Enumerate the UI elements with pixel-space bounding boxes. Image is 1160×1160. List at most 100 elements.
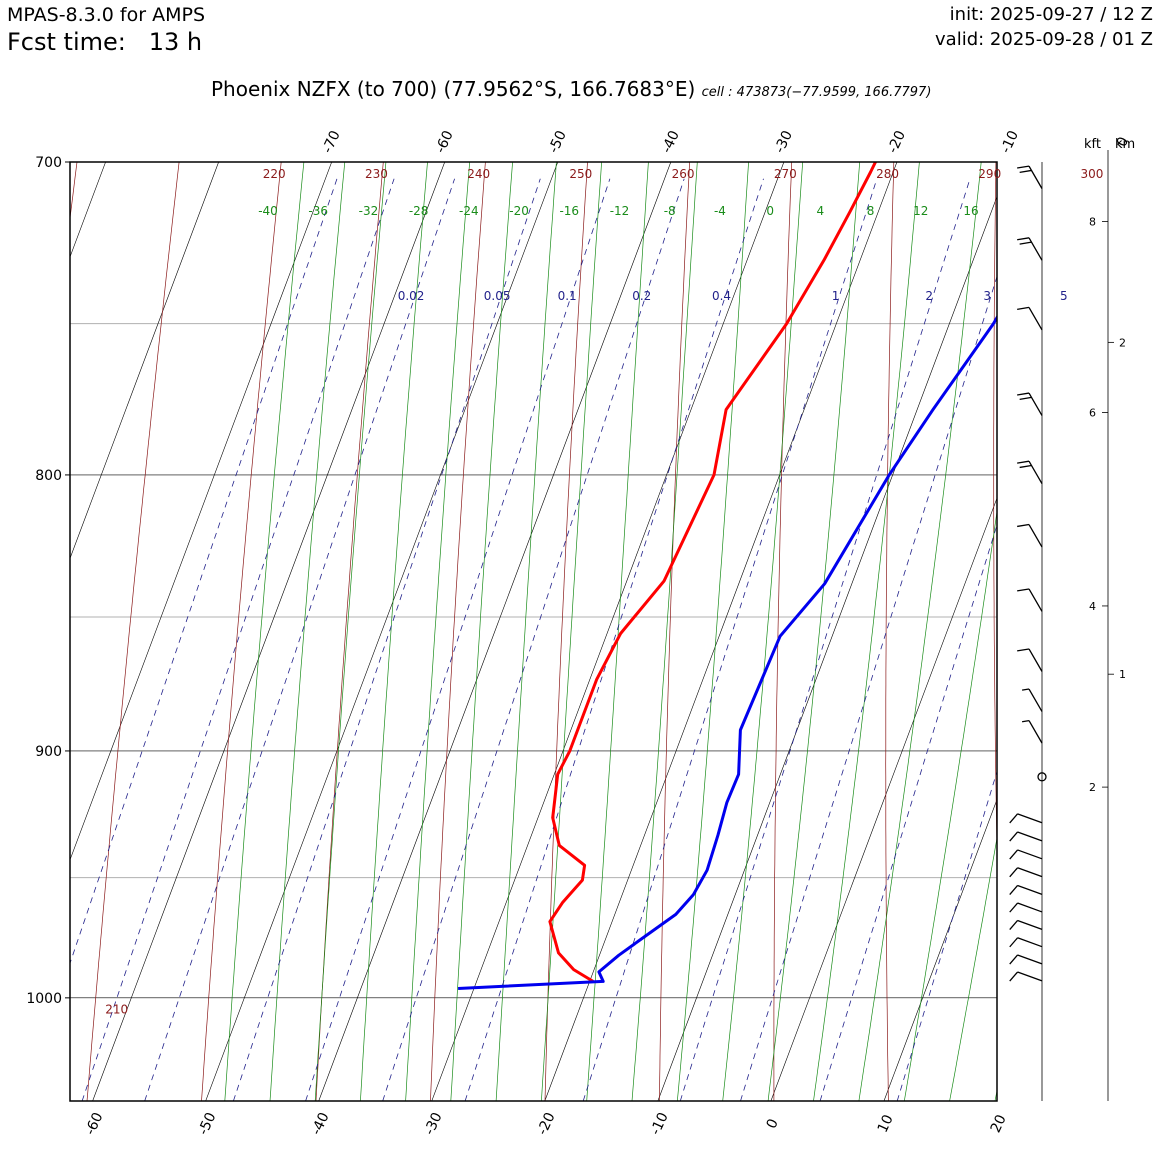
barb-staff bbox=[1017, 902, 1043, 913]
moist-adiabat bbox=[586, 162, 649, 1101]
dry-adiabat-label: 250 bbox=[569, 167, 592, 181]
fcst-label: Fcst time: bbox=[7, 28, 126, 56]
moist-adiabat-label: -32 bbox=[359, 204, 379, 218]
barb-flag bbox=[1009, 971, 1019, 982]
moist-adiabat-label: -40 bbox=[258, 204, 278, 218]
moist-adiabat bbox=[994, 1089, 997, 1101]
mixing-ratio-line bbox=[144, 178, 455, 1101]
wind-barb bbox=[1009, 884, 1043, 895]
moist-adiabat-label: 4 bbox=[817, 204, 825, 218]
barb-flag bbox=[1019, 464, 1032, 469]
top-temperature-tick-label: -50 bbox=[546, 128, 570, 155]
moist-adiabat bbox=[722, 162, 804, 1101]
barb-flag bbox=[1009, 954, 1019, 965]
isotherm bbox=[70, 162, 219, 560]
moist-adiabat bbox=[224, 162, 305, 1101]
dry-adiabat bbox=[86, 162, 180, 1101]
dry-adiabat-label: 300 bbox=[1081, 167, 1104, 181]
mixing-ratio-line bbox=[896, 770, 997, 1101]
mixing-ratio-line bbox=[582, 178, 878, 1101]
init-time: init: 2025-09-27 / 12 Z bbox=[949, 4, 1153, 25]
moist-adiabat-label: -28 bbox=[409, 204, 429, 218]
moist-adiabat bbox=[903, 509, 997, 1101]
barb-flag bbox=[1009, 831, 1019, 842]
cell-info: cell : 473873(−77.9599, 166.7797) bbox=[701, 85, 932, 100]
kft-tick-label: 6 bbox=[1089, 407, 1096, 420]
dry-adiabat-label: 220 bbox=[263, 167, 286, 181]
kft-tick-label: 8 bbox=[1089, 215, 1096, 228]
dry-adiabat bbox=[430, 162, 486, 1101]
moist-adiabat bbox=[269, 162, 346, 1101]
temperature-tick-label: -20 bbox=[535, 1110, 559, 1137]
dry-adiabat-label: 280 bbox=[876, 167, 899, 181]
top-temperature-tick-label: -60 bbox=[433, 128, 457, 155]
barb-staff bbox=[1028, 460, 1043, 485]
moist-adiabat-label: -4 bbox=[714, 204, 726, 218]
barb-flag bbox=[1009, 920, 1019, 930]
moist-adiabat bbox=[405, 162, 471, 1101]
mixing-ratio-line bbox=[464, 178, 764, 1101]
barb-flag bbox=[1021, 719, 1030, 723]
moist-adiabat bbox=[949, 836, 997, 1101]
mixing-ratio-line bbox=[740, 275, 997, 1101]
temperature-tick-label: -10 bbox=[648, 1110, 672, 1137]
top-temperature-tick-label: -20 bbox=[885, 128, 909, 155]
wind-barb bbox=[1009, 937, 1043, 948]
barb-staff bbox=[1017, 813, 1043, 824]
moist-adiabat bbox=[767, 162, 861, 1101]
km-tick-label: 1 bbox=[1119, 668, 1126, 681]
temperature-tick-label: -40 bbox=[308, 1110, 332, 1137]
barb-flag bbox=[1017, 588, 1030, 592]
chart-title: Phoenix NZFX (to 700) (77.9562°S, 166.76… bbox=[211, 77, 931, 101]
barb-staff bbox=[1017, 937, 1043, 948]
pressure-tick-label: 700 bbox=[35, 155, 62, 171]
calm-circle bbox=[1037, 772, 1047, 782]
wind-barb bbox=[1037, 772, 1047, 782]
moist-adiabat-label: -20 bbox=[509, 204, 529, 218]
barb-flag bbox=[1017, 306, 1030, 310]
barb-staff bbox=[1028, 648, 1043, 672]
mixing-ratio-label: 0.2 bbox=[632, 289, 651, 303]
moist-adiabat-label: 12 bbox=[913, 204, 928, 218]
moist-adiabat-label: -12 bbox=[610, 204, 630, 218]
height-axis-km-label: km bbox=[1115, 137, 1135, 152]
dry-adiabat bbox=[201, 162, 282, 1101]
station-title: Phoenix NZFX (to 700) (77.9562°S, 166.76… bbox=[211, 77, 696, 101]
barb-flag bbox=[1009, 937, 1019, 948]
mixing-ratio-line bbox=[70, 178, 338, 965]
mixing-ratio-label: 0.02 bbox=[398, 289, 425, 303]
barb-staff bbox=[1028, 307, 1043, 331]
moist-adiabat-label: 8 bbox=[867, 204, 875, 218]
wind-barb bbox=[1017, 588, 1043, 612]
mixing-ratio-label: 3 bbox=[983, 289, 991, 303]
barb-staff bbox=[1017, 867, 1043, 878]
barb-staff bbox=[1017, 849, 1043, 860]
barb-staff bbox=[1028, 237, 1043, 261]
mixing-ratio-line bbox=[819, 523, 997, 1101]
wind-barb bbox=[1017, 165, 1043, 189]
moist-adiabat-label: 16 bbox=[963, 204, 978, 218]
barb-staff bbox=[1028, 524, 1043, 548]
barb-flag bbox=[1017, 648, 1030, 652]
barb-flag bbox=[1017, 165, 1030, 169]
barb-staff bbox=[1017, 831, 1043, 842]
barb-flag bbox=[1021, 688, 1030, 691]
barb-staff bbox=[1017, 919, 1043, 930]
barb-flag bbox=[1009, 885, 1019, 895]
isotherm bbox=[883, 798, 997, 1101]
dry-adiabat bbox=[773, 162, 793, 1101]
temperature-tick-label: 0 bbox=[764, 1116, 782, 1131]
wind-barb bbox=[1017, 306, 1043, 331]
wind-barb bbox=[1009, 831, 1043, 842]
barb-staff bbox=[1028, 165, 1043, 189]
valid-time: valid: 2025-09-28 / 01 Z bbox=[935, 29, 1153, 50]
mixing-ratio-label: 0.05 bbox=[484, 289, 511, 303]
isotherm bbox=[544, 162, 898, 1101]
wind-barb bbox=[1017, 523, 1043, 548]
wind-barb bbox=[1021, 719, 1043, 744]
barb-flag bbox=[1017, 237, 1030, 241]
temperature-profile bbox=[548, 162, 877, 983]
barb-flag bbox=[1019, 241, 1032, 245]
mixing-ratio-line bbox=[679, 178, 971, 1101]
